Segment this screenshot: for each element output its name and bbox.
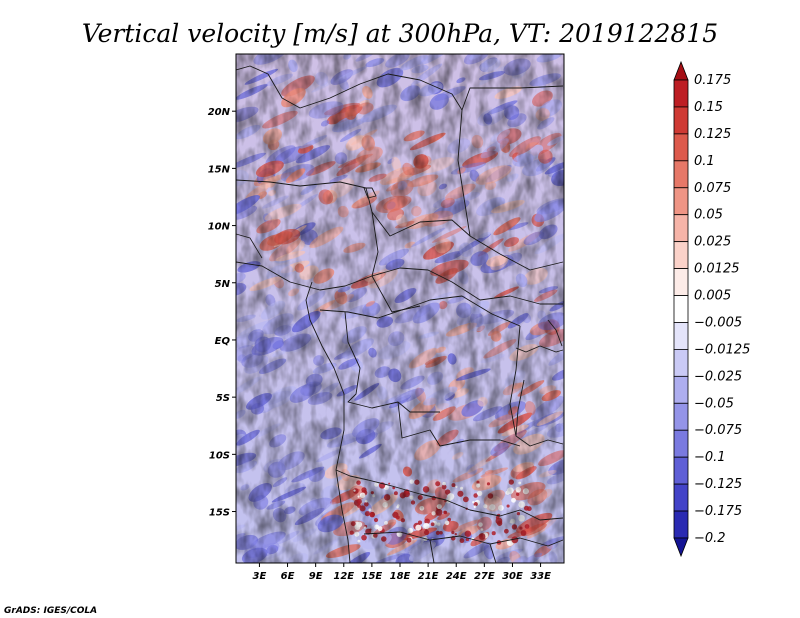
field-texture (236, 54, 564, 563)
colorbar-segment (674, 134, 688, 161)
colorbar-label: −0.125 (694, 477, 742, 492)
x-tick-label: 12E (333, 571, 354, 582)
x-tick-label: 9E (309, 571, 323, 582)
y-axis: 20N 15N 10N 5N EQ 5S 10S 15S (208, 107, 236, 518)
y-tick-label: EQ (215, 336, 231, 347)
colorbar-label: 0.025 (694, 235, 731, 250)
y-tick-label: 15S (209, 508, 230, 519)
x-tick-label: 18E (390, 571, 411, 582)
colorbar: 0.175 0.15 0.125 0.1 0.075 0.05 0.025 0.0125 0.0… (674, 62, 750, 556)
x-tick-label: 33E (530, 571, 551, 582)
y-tick-label: 15N (208, 164, 231, 175)
colorbar-label: 0.05 (694, 208, 723, 223)
colorbar-segment (674, 188, 688, 215)
colorbar-segment (674, 430, 688, 457)
colorbar-segment (674, 242, 688, 269)
colorbar-segment (674, 484, 688, 511)
grads-credit: GrADS: IGES/COLA (4, 606, 97, 616)
colorbar-bottom-arrow (674, 538, 688, 556)
colorbar-segment (674, 457, 688, 484)
colorbar-segment (674, 161, 688, 188)
y-tick-label: 20N (208, 107, 231, 118)
colorbar-label: −0.0125 (694, 342, 750, 357)
y-tick-label: 10S (209, 450, 230, 461)
colorbar-label: 0.1 (694, 154, 715, 169)
y-tick-label: 5N (215, 279, 231, 290)
colorbar-segment (674, 376, 688, 403)
vertical-velocity-chart: Vertical velocity [m/s] at 300hPa, VT: 2… (0, 0, 800, 618)
colorbar-segment (674, 215, 688, 242)
colorbar-top-arrow (674, 62, 688, 80)
x-tick-label: 15E (362, 571, 383, 582)
chart-title: Vertical velocity [m/s] at 300hPa, VT: 2… (82, 19, 718, 48)
x-axis: 3E 6E 9E 12E 15E 18E 21E 24E 27E 30E 33E (253, 563, 552, 582)
x-tick-label: 3E (253, 571, 267, 582)
colorbar-label: 0.005 (694, 289, 731, 304)
colorbar-segment (674, 322, 688, 349)
x-tick-label: 27E (474, 571, 495, 582)
colorbar-label: −0.05 (694, 396, 734, 411)
x-tick-label: 6E (281, 571, 295, 582)
colorbar-segment (674, 296, 688, 323)
colorbar-segment (674, 349, 688, 376)
x-tick-label: 24E (446, 571, 467, 582)
y-tick-label: 10N (208, 222, 231, 233)
y-tick-label: 5S (216, 393, 230, 404)
colorbar-label: −0.2 (694, 531, 726, 546)
colorbar-label: −0.005 (694, 315, 742, 330)
colorbar-label: 0.125 (694, 127, 731, 142)
colorbar-segment (674, 269, 688, 296)
colorbar-segment (674, 511, 688, 538)
colorbar-label: −0.025 (694, 369, 742, 384)
colorbar-label: −0.175 (694, 504, 742, 519)
colorbar-label: 0.075 (694, 181, 731, 196)
colorbar-label: −0.1 (694, 450, 726, 465)
x-tick-label: 30E (502, 571, 523, 582)
colorbar-label: 0.0125 (694, 262, 740, 277)
colorbar-label: 0.175 (694, 73, 731, 88)
colorbar-segment (674, 403, 688, 430)
colorbar-label: 0.15 (694, 100, 723, 115)
colorbar-label: −0.075 (694, 423, 742, 438)
colorbar-segment (674, 107, 688, 134)
map-area (223, 41, 580, 575)
x-tick-label: 21E (418, 571, 439, 582)
colorbar-segment (674, 80, 688, 107)
